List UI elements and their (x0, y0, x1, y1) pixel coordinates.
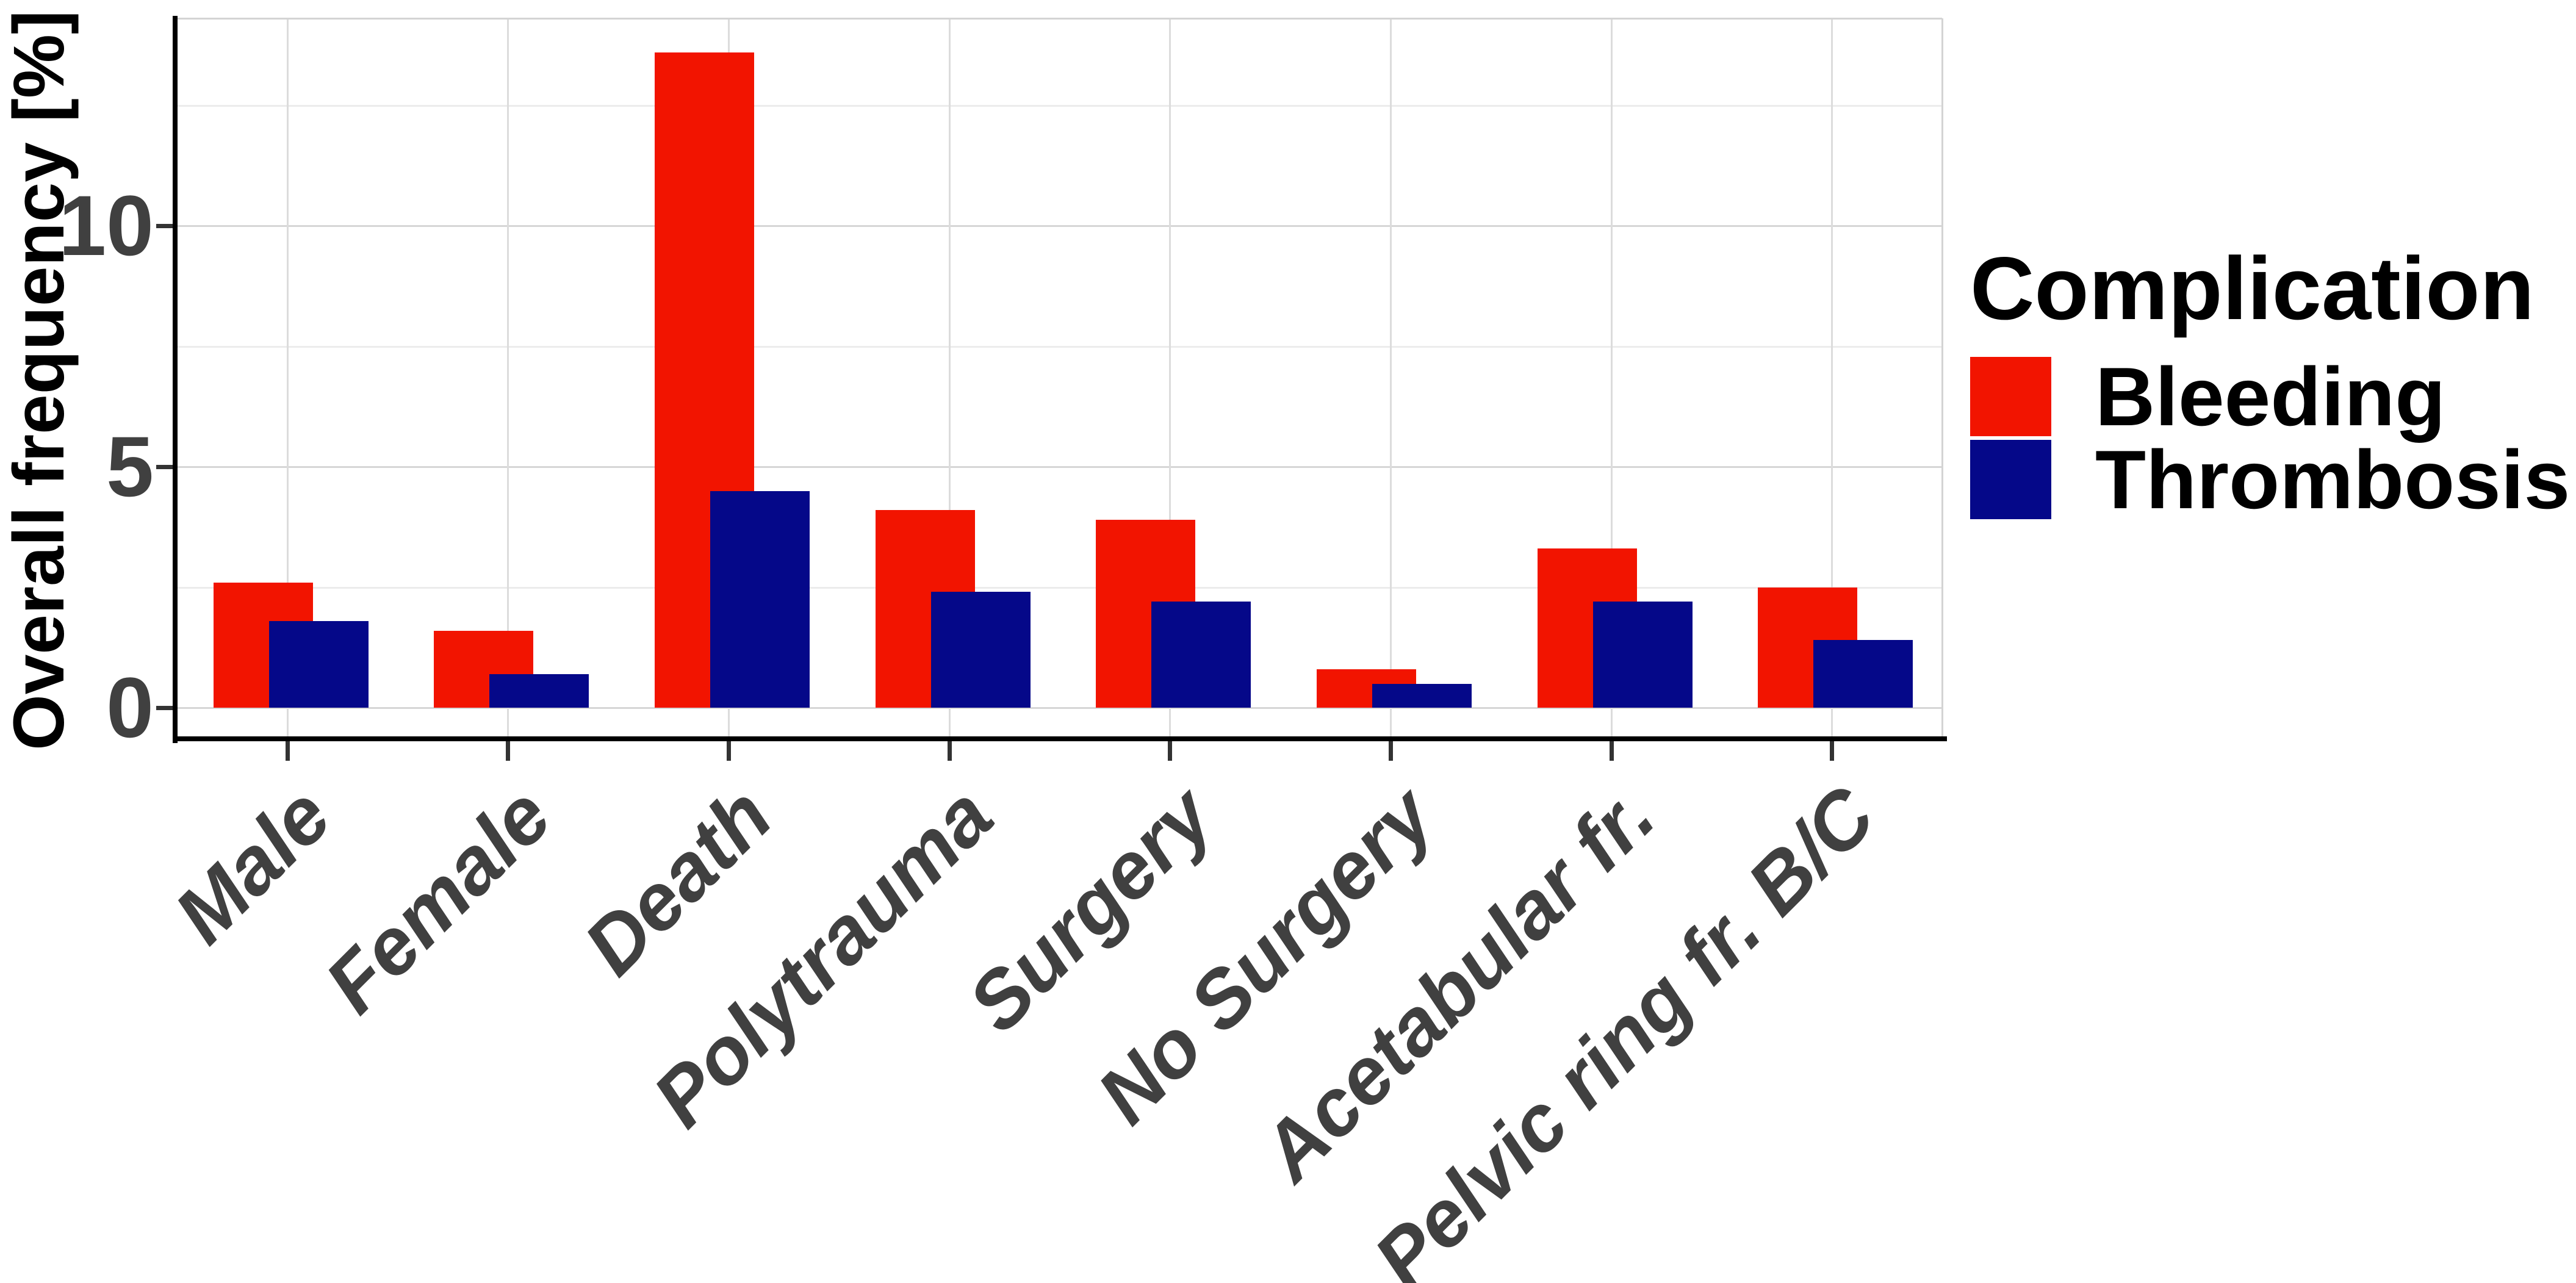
bar-thrombosis-pelvic-ring-fr-b-c (1813, 640, 1913, 708)
y-axis-line (173, 16, 178, 743)
legend-title: Complication (1970, 239, 2535, 338)
major-gridline-y-0 (177, 707, 1942, 709)
x-tick-female (506, 741, 511, 761)
bar-thrombosis-polytrauma (930, 592, 1031, 708)
panel-border-right (1941, 18, 1943, 739)
thrombosis-swatch (1970, 440, 2051, 519)
gridline-x-surgery (1169, 18, 1171, 739)
x-tick-polytrauma (947, 741, 952, 761)
major-gridline-y-10 (177, 225, 1942, 227)
y-tick-label-5: 5 (106, 419, 154, 514)
legend-items: Bleeding Thrombosis (1970, 350, 2571, 526)
legend-item-thrombosis: Thrombosis (1970, 433, 2571, 526)
gridline-x-pelvic-ring-fr-b-c (1831, 18, 1833, 739)
bar-thrombosis-acetabular-fr (1592, 602, 1693, 708)
gridline-x-female (507, 18, 509, 739)
bar-thrombosis-male (268, 620, 369, 708)
bar-thrombosis-female (489, 674, 589, 708)
minor-gridline-y-12.5 (177, 104, 1942, 107)
minor-gridline-y-2.5 (177, 586, 1942, 589)
x-tick-acetabular-fr (1609, 741, 1614, 761)
legend-label-bleeding: Bleeding (2095, 350, 2446, 443)
panel-border-top (177, 18, 1942, 20)
y-axis-title: Overall frequency [%] (0, 10, 79, 750)
y-tick-5 (156, 465, 176, 469)
y-tick-0 (156, 706, 176, 710)
x-tick-male (285, 741, 290, 761)
legend: Complication Bleeding Thrombosis (1970, 243, 2570, 523)
gridline-x-no-surgery (1389, 18, 1392, 739)
bar-thrombosis-no-surgery (1372, 683, 1472, 708)
legend-item-bleeding: Bleeding (1970, 350, 2570, 443)
x-tick-death (727, 741, 732, 761)
x-axis-line (173, 736, 1947, 741)
minor-gridline-y-7.5 (177, 345, 1942, 348)
y-tick-label-0: 0 (106, 659, 154, 755)
bar-thrombosis-death (710, 491, 810, 708)
gridline-x-male (286, 18, 289, 739)
x-tick-no-surgery (1388, 741, 1393, 761)
gridline-x-polytrauma (948, 18, 951, 739)
bleeding-swatch (1970, 357, 2051, 436)
legend-label-thrombosis: Thrombosis (2095, 433, 2571, 526)
y-tick-10 (156, 224, 176, 228)
x-tick-pelvic-ring-fr-b-c (1830, 741, 1835, 761)
y-tick-label-10: 10 (59, 178, 154, 273)
x-tick-surgery (1168, 741, 1173, 761)
gridline-x-acetabular-fr (1610, 18, 1613, 739)
major-gridline-y-5 (177, 466, 1942, 468)
bar-thrombosis-surgery (1151, 602, 1251, 708)
